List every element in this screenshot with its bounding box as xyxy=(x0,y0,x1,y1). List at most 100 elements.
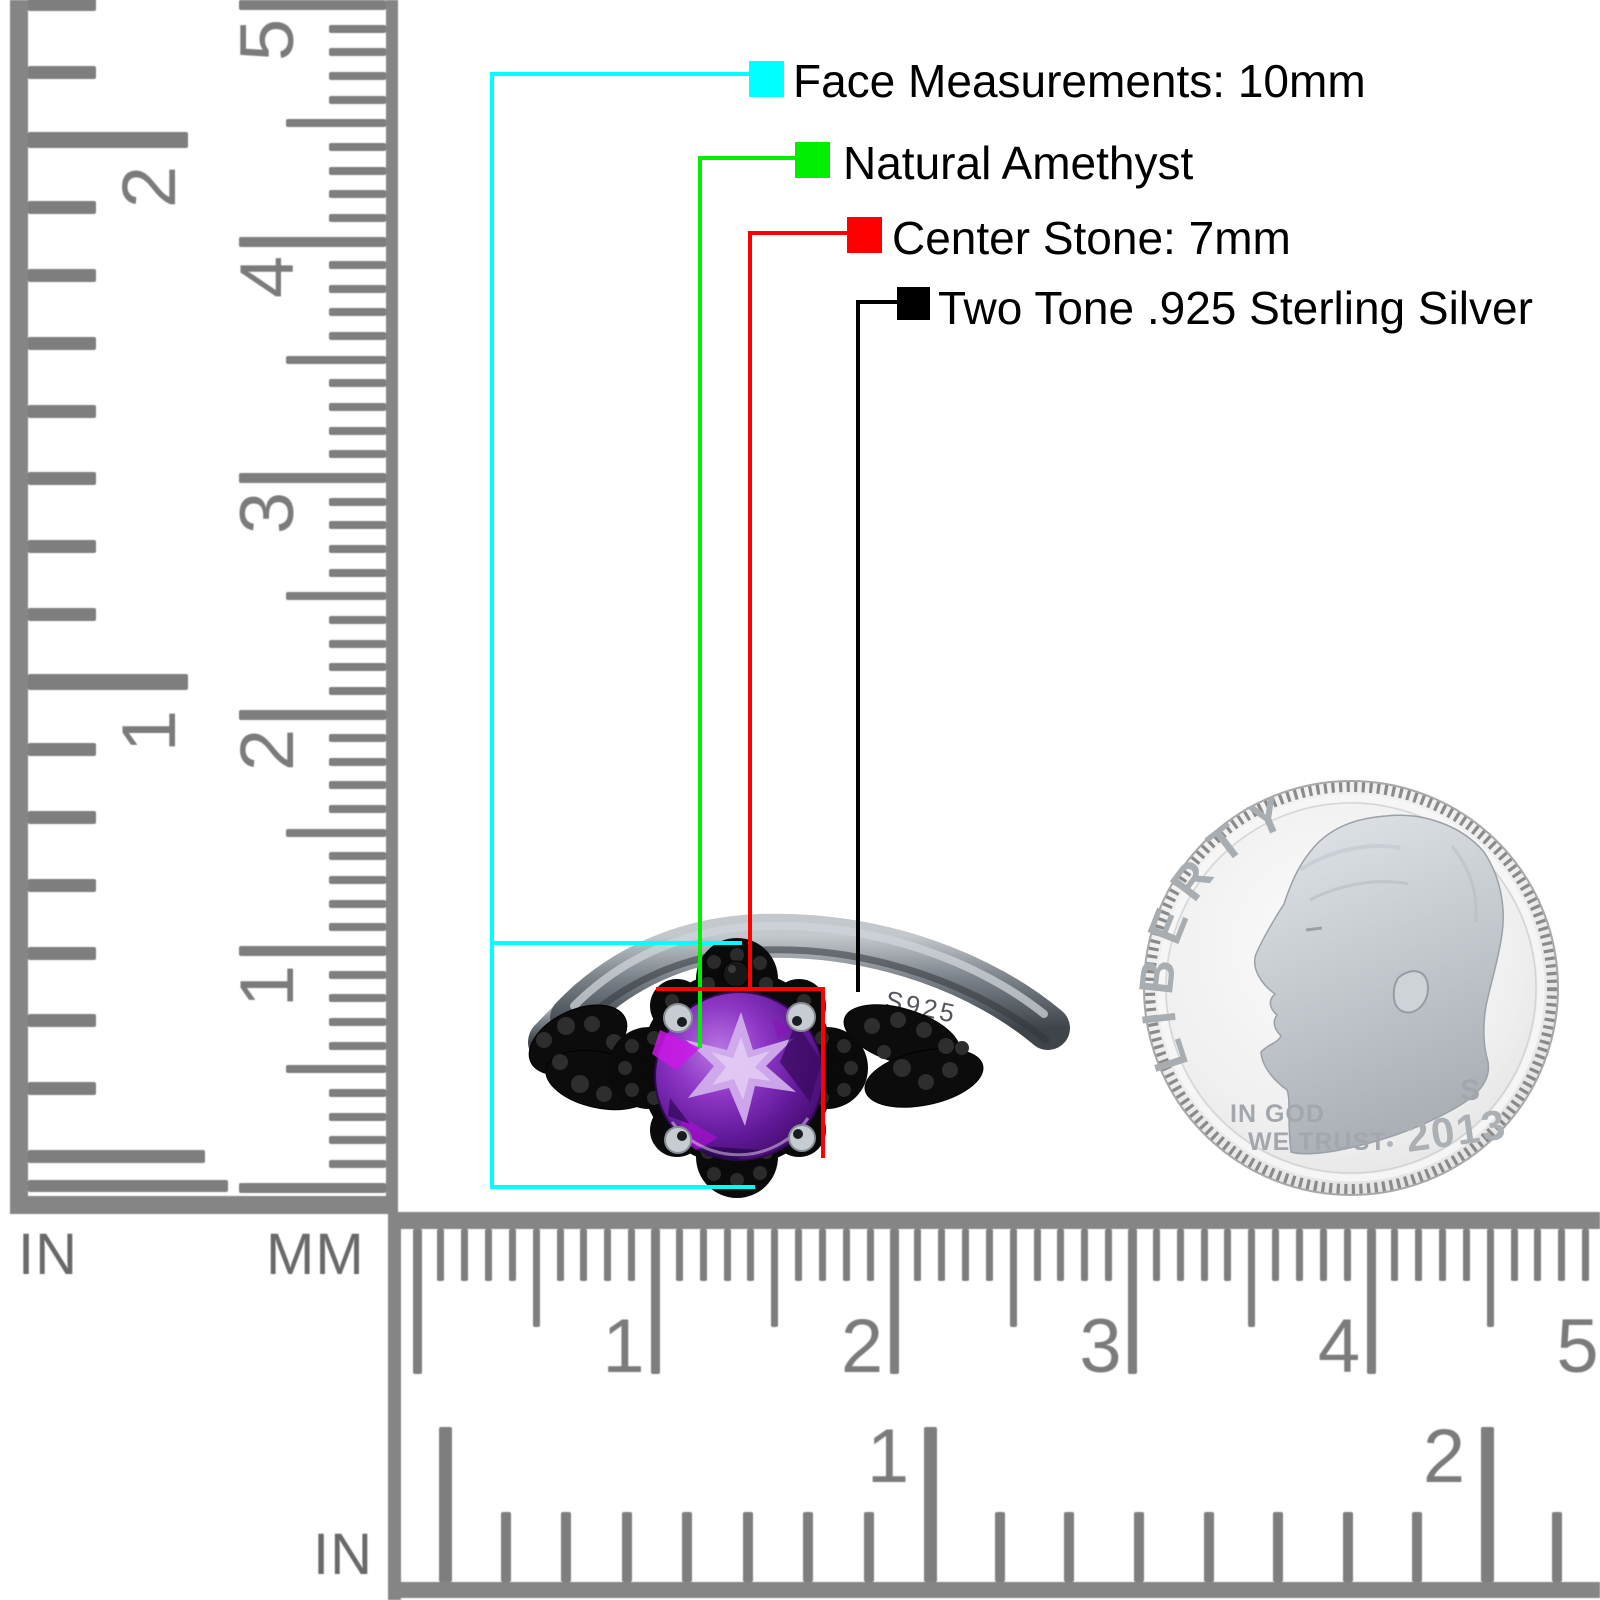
ruler-tick xyxy=(1248,1229,1256,1327)
ruler-tick xyxy=(889,1229,899,1374)
ruler-tick xyxy=(556,1229,564,1281)
ruler-tick xyxy=(329,1136,386,1145)
ruler-tick xyxy=(28,674,188,690)
bottom-ruler-inch-number: 1 xyxy=(866,1414,910,1499)
bottom-ruler-left-edge xyxy=(388,1212,401,1600)
ruler-tick xyxy=(329,308,386,317)
ruler-tick xyxy=(1439,1229,1447,1281)
ring-prong xyxy=(664,1126,692,1154)
ruler-tick xyxy=(723,1229,731,1281)
ruler-tick xyxy=(329,615,386,624)
ruler-tick xyxy=(938,1229,946,1281)
bottom-ruler-cm-number: 5 xyxy=(1556,1304,1599,1389)
left-ruler-bottom-edge xyxy=(10,1196,390,1214)
ruler-tick xyxy=(239,946,386,956)
ruler-tick xyxy=(28,1149,205,1163)
ruler-tick xyxy=(532,1229,540,1327)
left-ruler-cm-number: 4 xyxy=(225,255,310,298)
callout-label: Natural Amethyst xyxy=(843,137,1194,189)
ruler-tick xyxy=(28,946,96,960)
bottom-ruler-inch-unit-label: IN xyxy=(313,1522,373,1587)
ruler-tick xyxy=(924,1427,937,1582)
red-callout-line-vertical xyxy=(748,231,752,991)
ruler-tick xyxy=(1105,1229,1113,1281)
ruler-tick xyxy=(286,1065,386,1074)
ruler-tick xyxy=(239,1182,386,1193)
black-callout-line-vertical xyxy=(856,300,860,992)
ruler-tick xyxy=(866,1229,874,1281)
ruler-tick xyxy=(28,811,96,824)
ruler-tick xyxy=(239,709,386,720)
ruler-tick xyxy=(1200,1229,1208,1281)
ruler-tick xyxy=(1081,1229,1089,1281)
ruler-tick xyxy=(329,48,386,57)
bottom-ruler-top-edge xyxy=(388,1212,1600,1229)
ruler-tick xyxy=(1582,1229,1590,1281)
bottom-ruler-cm-number: 1 xyxy=(602,1304,645,1389)
left-ruler-inch-number: 1 xyxy=(107,709,192,753)
ruler-tick xyxy=(1534,1229,1542,1281)
ruler-tick xyxy=(1273,1512,1283,1582)
ruler-tick xyxy=(1152,1229,1160,1281)
ruler-tick xyxy=(286,119,386,128)
ring-prongs xyxy=(663,1002,816,1154)
ruler-tick xyxy=(329,899,386,908)
ruler-tick xyxy=(329,544,386,553)
ruler-tick xyxy=(329,1159,386,1168)
ruler-tick xyxy=(1033,1229,1041,1281)
ruler-tick xyxy=(329,213,386,222)
ruler-tick xyxy=(329,1017,386,1026)
ruler-tick xyxy=(1064,1512,1074,1582)
ruler-tick xyxy=(1462,1229,1470,1281)
ruler-tick xyxy=(329,450,386,459)
ruler-tick xyxy=(329,686,386,695)
ruler-tick xyxy=(28,269,96,282)
coin-motto-line2: WE TRUST xyxy=(1248,1128,1387,1156)
ruler-tick xyxy=(329,781,386,790)
ruler-tick xyxy=(329,71,386,80)
left-ruler-left-edge xyxy=(10,0,28,1214)
left-ruler-mm-unit-label: MM xyxy=(266,1222,365,1287)
ruler-tick xyxy=(1343,1229,1351,1281)
bottom-ruler-bottom-edge xyxy=(388,1582,1600,1598)
ruler-tick xyxy=(329,876,386,885)
ruler-tick xyxy=(461,1229,469,1281)
cyan-measure-tick-top xyxy=(490,941,742,945)
left-ruler-right-edge xyxy=(386,0,398,1214)
ruler-tick xyxy=(329,757,386,766)
ruler-tick xyxy=(329,1112,386,1121)
ruler-tick xyxy=(329,734,386,743)
ruler-tick xyxy=(329,95,386,104)
ruler-tick xyxy=(501,1512,511,1582)
ruler-tick xyxy=(651,1229,660,1374)
ruler-tick xyxy=(329,497,386,506)
ruler-tick xyxy=(329,639,386,648)
ruler-tick xyxy=(1552,1512,1562,1582)
red-measure-bracket-vertical xyxy=(821,987,825,1158)
callout-label: Two Tone .925 Sterling Silver xyxy=(938,282,1533,334)
ruler-tick xyxy=(329,1041,386,1050)
ruler-tick xyxy=(985,1229,993,1281)
ruler-tick xyxy=(329,970,386,979)
ruler-tick xyxy=(28,132,188,148)
coin-designer-initials xyxy=(1387,1141,1393,1147)
ruler-tick xyxy=(1272,1229,1280,1281)
ruler-tick xyxy=(28,743,96,757)
red-measure-bracket-horizontal xyxy=(656,987,825,991)
bottom-ruler-cm-number: 2 xyxy=(840,1304,884,1389)
ruler-tick xyxy=(437,1229,445,1281)
ruler-tick xyxy=(329,166,386,175)
ruler-tick xyxy=(1057,1229,1065,1281)
ruler-tick xyxy=(329,568,386,577)
ruler-tick xyxy=(239,0,386,10)
cyan-callout-line-vertical xyxy=(490,72,494,1189)
bottom-ruler-cm-number: 3 xyxy=(1079,1304,1122,1389)
coin-portrait-ear xyxy=(1392,970,1430,1014)
cyan-callout-line-horizontal xyxy=(492,72,750,76)
ruler-tick xyxy=(1510,1229,1518,1281)
ruler-tick xyxy=(842,1229,850,1281)
ruler-tick xyxy=(1481,1427,1494,1582)
ruler-tick xyxy=(914,1229,922,1281)
ruler-tick xyxy=(286,592,386,601)
ruler-tick xyxy=(1391,1229,1399,1281)
